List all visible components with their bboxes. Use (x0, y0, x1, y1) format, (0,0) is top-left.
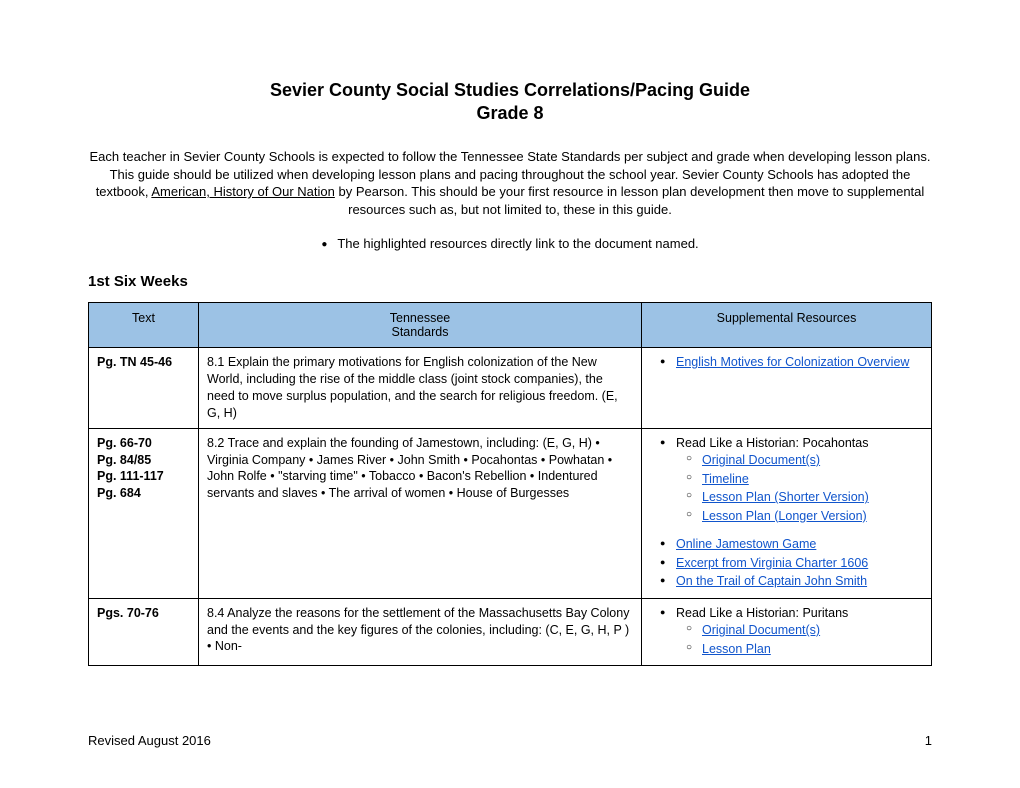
pacing-table: Text Tennessee Standards Supplemental Re… (88, 302, 932, 666)
bullet-note: The highlighted resources directly link … (88, 236, 932, 251)
section-heading: 1st Six Weeks (88, 273, 932, 290)
resource-item: English Motives for Colonization Overvie… (654, 354, 923, 372)
title-line-2: Grade 8 (88, 103, 932, 124)
footer: Revised August 2016 1 (88, 733, 932, 748)
text-cell: Pg. TN 45-46 (89, 348, 199, 429)
resource-link[interactable]: Lesson Plan (Longer Version) (702, 509, 867, 523)
resources-cell: Read Like a Historian: PocahontasOrigina… (642, 428, 932, 598)
table-row: Pgs. 70-768.4 Analyze the reasons for th… (89, 598, 932, 666)
resource-list: Read Like a Historian: PuritansOriginal … (650, 605, 923, 659)
header-standards: Tennessee Standards (199, 303, 642, 348)
document-title-block: Sevier County Social Studies Correlation… (88, 80, 932, 124)
resource-subitem: Lesson Plan (Shorter Version) (680, 489, 923, 507)
standard-cell: 8.1 Explain the primary motivations for … (199, 348, 642, 429)
resource-link[interactable]: Timeline (702, 472, 749, 486)
resource-link[interactable]: Lesson Plan (Shorter Version) (702, 490, 869, 504)
intro-part-2: by Pearson. This should be your first re… (335, 184, 924, 217)
standard-cell: 8.2 Trace and explain the founding of Ja… (199, 428, 642, 598)
resource-list: English Motives for Colonization Overvie… (650, 354, 923, 372)
resource-item: Read Like a Historian: PocahontasOrigina… (654, 435, 923, 526)
intro-textbook-title: American, History of Our Nation (151, 184, 335, 199)
resource-subitem: Original Document(s) (680, 622, 923, 640)
resource-sublist: Original Document(s) Lesson Plan (676, 622, 923, 658)
header-text: Text (89, 303, 199, 348)
resources-cell: English Motives for Colonization Overvie… (642, 348, 932, 429)
resource-link[interactable]: On the Trail of Captain John Smith (676, 574, 867, 588)
resource-item: Read Like a Historian: PuritansOriginal … (654, 605, 923, 659)
resource-link[interactable]: Lesson Plan (702, 642, 771, 656)
title-line-1: Sevier County Social Studies Correlation… (88, 80, 932, 101)
text-cell: Pg. 66-70Pg. 84/85Pg. 111-117Pg. 684 (89, 428, 199, 598)
resource-link[interactable]: Original Document(s) (702, 623, 820, 637)
resource-subitem: Original Document(s) (680, 452, 923, 470)
resource-subitem: Lesson Plan (680, 641, 923, 659)
standard-cell: 8.4 Analyze the reasons for the settleme… (199, 598, 642, 666)
resources-cell: Read Like a Historian: PuritansOriginal … (642, 598, 932, 666)
footer-revised: Revised August 2016 (88, 733, 211, 748)
resource-link[interactable]: Online Jamestown Game (676, 537, 816, 551)
resource-subitem: Lesson Plan (Longer Version) (680, 508, 923, 526)
table-body: Pg. TN 45-468.1 Explain the primary moti… (89, 348, 932, 666)
resource-item: Online Jamestown Game (654, 536, 923, 554)
resource-item: On the Trail of Captain John Smith (654, 573, 923, 591)
resource-list: Read Like a Historian: PocahontasOrigina… (650, 435, 923, 591)
resource-sublist: Original Document(s) Timeline Lesson Plan … (676, 452, 923, 525)
table-header-row: Text Tennessee Standards Supplemental Re… (89, 303, 932, 348)
resource-subitem: Timeline (680, 471, 923, 489)
resource-link[interactable]: English Motives for Colonization Overvie… (676, 355, 909, 369)
table-row: Pg. TN 45-468.1 Explain the primary moti… (89, 348, 932, 429)
table-row: Pg. 66-70Pg. 84/85Pg. 111-117Pg. 6848.2 … (89, 428, 932, 598)
intro-paragraph: Each teacher in Sevier County Schools is… (88, 148, 932, 218)
resource-link[interactable]: Original Document(s) (702, 453, 820, 467)
header-standards-l1: Tennessee (390, 311, 450, 325)
footer-page-number: 1 (925, 733, 932, 748)
resource-item: Excerpt from Virginia Charter 1606 (654, 555, 923, 573)
header-standards-l2: Standards (392, 325, 449, 339)
text-cell: Pgs. 70-76 (89, 598, 199, 666)
header-resources: Supplemental Resources (642, 303, 932, 348)
resource-link[interactable]: Excerpt from Virginia Charter 1606 (676, 556, 868, 570)
